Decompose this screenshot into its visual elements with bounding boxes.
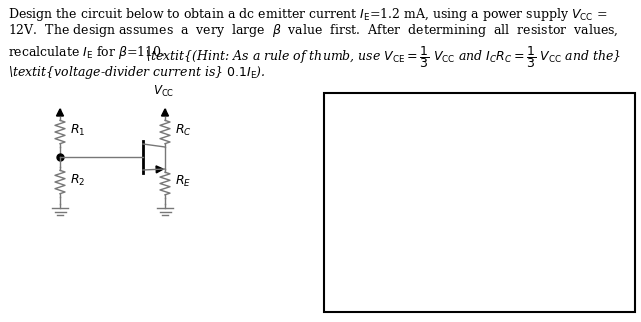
Text: $R_2$ =: $R_2$ =: [334, 159, 365, 174]
Text: $R_E$: $R_E$: [175, 174, 191, 189]
Text: $R_E$ =: $R_E$ =: [334, 235, 365, 250]
Text: Ans.: Ans.: [334, 105, 367, 119]
Text: \textit{(Hint: As a rule of thumb, use $V_{\mathrm{CE}}=\dfrac{1}{3}$ $V_{\mathr: \textit{(Hint: As a rule of thumb, use $…: [130, 44, 621, 70]
Text: $R_2$: $R_2$: [70, 173, 85, 187]
Text: $I_E$ ($\beta$=110)=: $I_E$ ($\beta$=110)=: [334, 272, 415, 289]
Text: $R_C$: $R_C$: [175, 122, 192, 137]
Text: 12V.  The design assumes  a  very  large  $\beta$  value  first.  After  determi: 12V. The design assumes a very large $\b…: [8, 22, 619, 39]
Text: $V_{\mathrm{CC}}$: $V_{\mathrm{CC}}$: [153, 84, 174, 99]
Text: $R_1$: $R_1$: [70, 122, 85, 137]
Text: Design the circuit below to obtain a dc emitter current $I_{\mathrm{E}}$=1.2 mA,: Design the circuit below to obtain a dc …: [8, 6, 608, 23]
Polygon shape: [156, 166, 163, 173]
Text: $R_C$=: $R_C$=: [334, 197, 362, 212]
Polygon shape: [56, 109, 63, 116]
Text: \textit{voltage-divider current is} $0.1I_{\mathrm{E}}$).: \textit{voltage-divider current is} $0.1…: [8, 64, 266, 81]
Text: recalculate $I_{\mathrm{E}}$ for $\beta$=110.: recalculate $I_{\mathrm{E}}$ for $\beta$…: [8, 44, 165, 61]
Text: $R_1$ =: $R_1$ =: [334, 121, 365, 136]
Polygon shape: [162, 109, 169, 116]
